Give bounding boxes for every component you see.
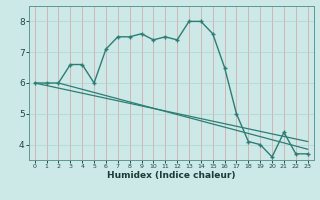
X-axis label: Humidex (Indice chaleur): Humidex (Indice chaleur) [107,171,236,180]
